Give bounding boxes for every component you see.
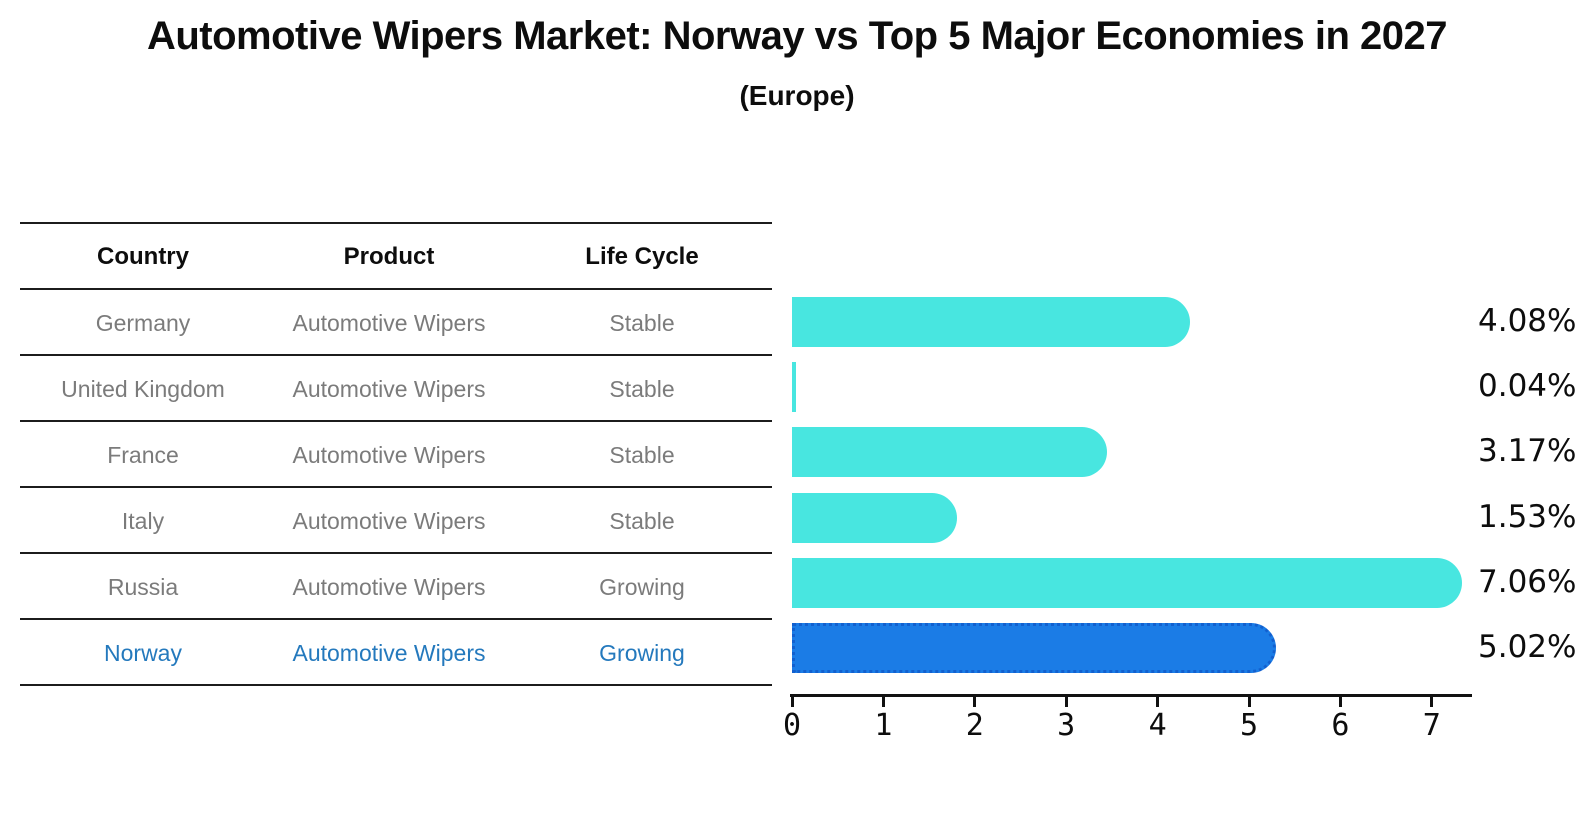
bar-norway [792,623,1276,673]
x-axis-tick [1064,694,1068,707]
x-axis-tick [790,694,794,707]
table-row-italy: Italy Automotive Wipers Stable [20,486,772,554]
bar-france [792,427,1107,478]
table-header-row: Country Product Life Cycle [20,222,772,290]
x-axis-tick-label: 0 [782,708,802,743]
cell-product: Automotive Wipers [292,573,486,600]
cell-product: Automotive Wipers [292,375,486,402]
table-row-norway: Norway Automotive Wipers Growing [20,618,772,686]
cell-country: Italy [121,507,165,534]
bar-united-kingdom [792,362,796,413]
chart-title: Automotive Wipers Market: Norway vs Top … [146,14,1448,58]
x-axis-tick [973,694,977,707]
x-axis-tick-label: 4 [1148,708,1167,743]
cell-life-cycle: Growing [599,639,685,666]
bar-italy [792,492,957,543]
cell-life-cycle: Stable [609,375,675,402]
cell-country: Russia [107,573,179,600]
value-label-france: 3.17% [1478,433,1577,470]
value-label-united-kingdom: 0.04% [1478,368,1577,405]
cell-product: Automotive Wipers [292,639,486,666]
column-header-product: Product [343,243,435,270]
table-bottom-rule [20,684,772,686]
table-row-germany: Germany Automotive Wipers Stable [20,288,772,356]
cell-country: United Kingdom [61,375,225,402]
x-axis-tick-label: 6 [1331,708,1350,743]
bar-russia [792,557,1463,608]
table-row-france: France Automotive Wipers Stable [20,420,772,488]
bar-germany [792,297,1190,347]
cell-country: France [107,441,179,468]
cell-life-cycle: Stable [609,441,675,468]
cell-product: Automotive Wipers [292,507,486,534]
x-axis-tick-label: 2 [965,708,984,743]
table-row-russia: Russia Automotive Wipers Growing [20,552,772,620]
x-axis-tick-label: 1 [874,708,893,743]
x-axis-tick-label: 5 [1239,708,1259,743]
chart-subtitle: (Europe) [739,80,855,111]
cell-product: Automotive Wipers [292,309,486,336]
cell-country: Germany [95,309,191,336]
value-label-russia: 7.06% [1478,563,1577,600]
cell-life-cycle: Stable [609,309,675,336]
table-row-united-kingdom: United Kingdom Automotive Wipers Stable [20,354,772,422]
x-axis-tick [1430,694,1434,707]
column-header-lifecycle: Life Cycle [585,243,699,270]
cell-product: Automotive Wipers [292,441,486,468]
x-axis-tick [1338,694,1342,707]
cell-country: Norway [104,639,182,666]
x-axis-tick [1247,694,1251,707]
x-axis-tick [1156,694,1160,707]
cell-life-cycle: Stable [609,507,675,534]
cell-life-cycle: Growing [599,573,685,600]
x-axis-line [790,694,1472,697]
x-axis-tick [881,694,885,707]
x-axis-tick-label: 7 [1422,708,1441,743]
column-header-country: Country [97,243,189,270]
x-axis-tick-label: 3 [1057,708,1076,743]
value-label-norway: 5.02% [1478,629,1577,665]
value-label-germany: 4.08% [1478,303,1577,339]
value-label-italy: 1.53% [1478,498,1577,535]
